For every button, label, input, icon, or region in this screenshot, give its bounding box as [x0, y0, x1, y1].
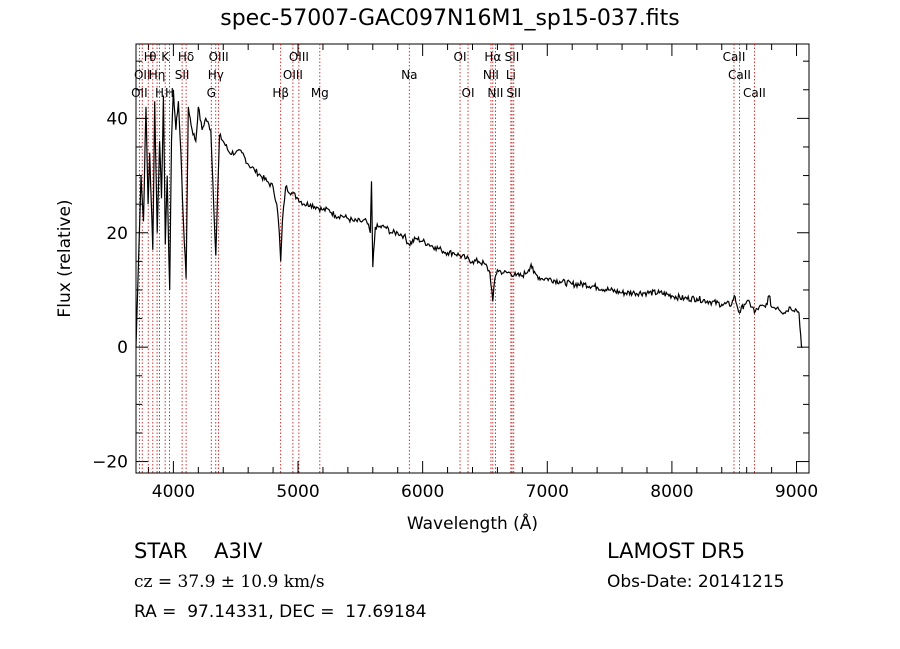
line-marker-label: H — [155, 86, 164, 100]
line-marker-label: CaII — [728, 68, 751, 82]
spectral-line-markers: OIIOIIHθHηHKHSIIHδGHγOIIIHβOIIIOIIIMgNaO… — [131, 44, 766, 473]
line-marker-label: θ — [149, 50, 156, 64]
observation-date: Obs-Date: 20141215 — [607, 572, 785, 592]
line-marker-label: OII — [134, 68, 151, 82]
line-marker-label: NII — [487, 86, 503, 100]
line-marker-label: NII — [483, 68, 499, 82]
object-class: STAR A3IV — [134, 539, 263, 563]
x-tick-label: 7000 — [526, 482, 569, 502]
redshift-velocity: cz = 37.9 ± 10.9 km/s — [134, 572, 325, 592]
x-tick-label: 9000 — [775, 482, 818, 502]
line-marker-label: Na — [401, 68, 417, 82]
line-marker-label: OIII — [289, 50, 309, 64]
y-tick-label: −20 — [92, 453, 128, 473]
axes — [135, 43, 810, 474]
axis-labels: 4000 5000 6000 7000 8000 9000 −20 0 20 40 Waveleng… — [55, 109, 818, 534]
x-tick-label: 6000 — [401, 482, 444, 502]
y-tick-label: 20 — [106, 224, 128, 244]
line-marker-label: OI — [462, 86, 475, 100]
line-marker-label: Hγ — [208, 68, 224, 82]
spectrum-line — [135, 89, 803, 348]
chart-title: spec-57007-GAC097N16M1_sp15-037.fits — [220, 6, 680, 31]
x-tick-label: 8000 — [650, 482, 693, 502]
line-marker-label: Hδ — [178, 50, 194, 64]
line-marker-label: Hα — [484, 50, 501, 64]
line-marker-label: OIII — [283, 68, 303, 82]
y-tick-label: 0 — [117, 338, 128, 358]
coordinates: RA = 97.14331, DEC = 17.69184 — [134, 602, 427, 622]
line-marker-label: K — [161, 50, 170, 64]
line-marker-label: OI — [454, 50, 467, 64]
line-marker-label: SII — [506, 86, 521, 100]
plot-frame — [135, 43, 810, 474]
line-marker-label: SII — [175, 68, 190, 82]
line-marker-label: Hη — [149, 68, 166, 82]
line-marker-label: H — [165, 86, 174, 100]
line-marker-label: CaII — [723, 50, 746, 64]
line-marker-label: Mg — [311, 86, 329, 100]
line-marker-label: Li — [506, 68, 516, 82]
line-marker-label: H — [144, 50, 153, 64]
x-tick-label: 5000 — [276, 482, 319, 502]
x-axis-label: Wavelength (Å) — [407, 512, 538, 534]
line-marker-label: G — [207, 86, 216, 100]
line-marker-label: OIII — [209, 50, 229, 64]
line-marker-label: Hβ — [272, 86, 289, 100]
survey-name: LAMOST DR5 — [607, 539, 746, 563]
line-marker-label: CaII — [743, 86, 766, 100]
line-marker-label: SII — [505, 50, 520, 64]
x-tick-label: 4000 — [152, 482, 195, 502]
y-tick-label: 40 — [106, 109, 128, 129]
line-marker-label: OII — [131, 86, 148, 100]
y-axis-label: Flux (relative) — [55, 199, 75, 317]
